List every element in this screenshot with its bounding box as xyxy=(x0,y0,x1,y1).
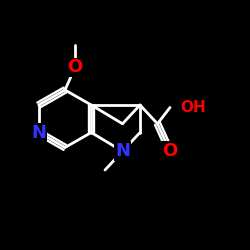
Text: O: O xyxy=(68,58,82,76)
Text: OH: OH xyxy=(180,100,206,115)
Text: O: O xyxy=(162,142,178,160)
Text: N: N xyxy=(31,124,46,142)
Text: N: N xyxy=(115,142,130,160)
